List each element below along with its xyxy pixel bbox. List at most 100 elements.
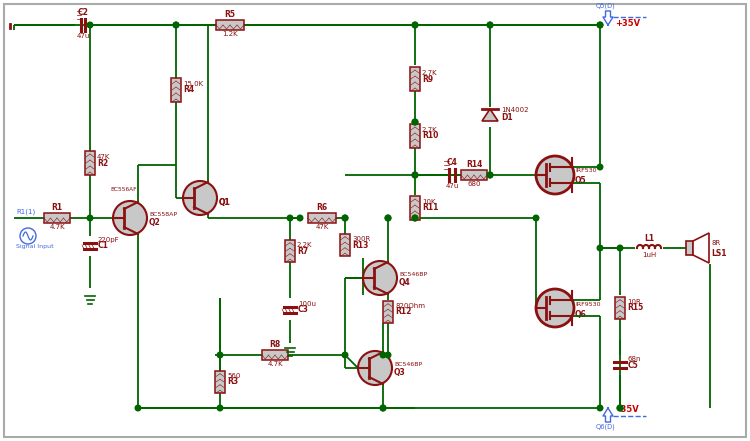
Text: 47K: 47K [97,154,110,160]
Text: R7: R7 [297,247,308,255]
Text: C4: C4 [446,158,458,167]
Bar [215,371,225,393]
Circle shape [358,351,392,385]
Circle shape [597,22,603,28]
Circle shape [597,22,603,28]
Bar [410,67,420,91]
Text: 680: 680 [467,181,481,187]
Circle shape [386,352,391,358]
Text: Q3: Q3 [394,369,406,377]
Bar [686,241,693,255]
Bar [461,170,487,180]
Circle shape [113,201,147,235]
Text: 2.7K: 2.7K [422,70,438,76]
Bar [171,78,181,102]
Bar [308,213,336,223]
Text: 10R: 10R [627,299,640,305]
Circle shape [597,245,603,251]
Text: 47K: 47K [315,224,328,230]
Circle shape [297,215,303,221]
Circle shape [488,22,493,28]
Text: BC558AP: BC558AP [149,212,177,217]
Text: R1(1): R1(1) [16,209,35,215]
Circle shape [386,215,391,221]
Text: 2.2K: 2.2K [297,242,313,248]
Circle shape [413,215,418,221]
Circle shape [413,22,418,28]
Text: R4: R4 [183,86,194,94]
Text: 8R: 8R [711,240,720,246]
Text: 1.2K: 1.2K [222,31,238,37]
Text: LS1: LS1 [711,248,727,258]
Circle shape [597,405,603,411]
Circle shape [380,405,386,411]
Text: 100u: 100u [298,301,316,307]
Text: R6: R6 [316,203,328,212]
Circle shape [287,215,292,221]
Circle shape [488,22,493,28]
Text: R15: R15 [627,303,644,313]
Text: BC556AF: BC556AF [111,187,137,192]
Bar [383,301,393,323]
Circle shape [617,405,622,411]
Circle shape [342,215,348,221]
Text: 47u: 47u [76,33,90,39]
Bar [410,196,420,220]
Text: R9: R9 [422,75,433,83]
Text: Q2: Q2 [149,218,160,228]
Circle shape [413,172,418,178]
Text: Q4: Q4 [399,279,411,288]
Text: R5: R5 [224,10,236,19]
Text: Q6(D): Q6(D) [596,424,616,430]
Text: +35V: +35V [616,19,640,27]
Circle shape [386,215,391,221]
Text: 560: 560 [227,373,240,379]
Text: 15.0K: 15.0K [183,81,203,87]
Circle shape [183,181,217,215]
Bar [262,350,288,360]
Circle shape [536,156,574,194]
Circle shape [413,22,418,28]
Text: BC546BP: BC546BP [394,362,422,366]
Text: Q1: Q1 [219,198,231,208]
Circle shape [413,215,418,221]
Text: 1uH: 1uH [642,252,656,258]
Bar [285,240,295,262]
Circle shape [536,289,574,327]
Circle shape [20,228,36,244]
Bar [340,234,350,256]
Circle shape [173,22,178,28]
Text: 68n: 68n [628,356,641,362]
Circle shape [217,352,223,358]
Text: C1: C1 [98,242,109,250]
Text: 220pF: 220pF [98,237,120,243]
Text: 47u: 47u [446,183,459,189]
Text: C2: C2 [77,8,88,17]
Text: Q1: Q1 [219,198,231,208]
Text: R1: R1 [52,203,62,212]
Text: C5: C5 [628,360,639,370]
Circle shape [87,22,93,28]
Text: 1N4002: 1N4002 [501,107,529,113]
Text: L1: L1 [644,234,654,243]
Text: R12: R12 [395,307,411,317]
Text: R11: R11 [422,203,438,213]
Text: C3: C3 [298,306,309,314]
Circle shape [217,405,223,411]
Circle shape [488,172,493,178]
Circle shape [413,119,418,125]
Circle shape [87,215,93,221]
Circle shape [617,405,622,411]
Text: 2.7K: 2.7K [422,127,438,133]
Text: R13: R13 [352,240,368,250]
Circle shape [413,119,418,125]
Text: 4.7K: 4.7K [267,361,283,367]
Circle shape [597,164,603,170]
Text: Q6: Q6 [575,310,586,318]
Text: Q5(D): Q5(D) [596,3,616,9]
Bar [85,151,95,175]
Text: 300R: 300R [352,236,370,242]
Text: D1: D1 [501,112,513,122]
Circle shape [413,172,418,178]
Text: IRF530: IRF530 [575,168,596,173]
